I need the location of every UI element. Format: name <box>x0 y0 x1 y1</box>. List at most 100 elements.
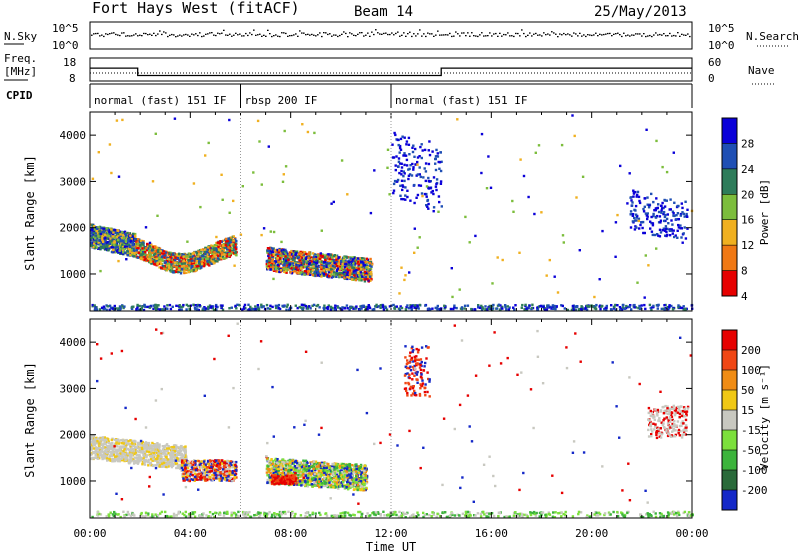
velocity-echo <box>95 451 98 454</box>
power-echo <box>672 212 675 215</box>
power-echo <box>284 269 287 273</box>
nsky-sample <box>271 35 273 38</box>
power-echo <box>407 177 410 181</box>
power-echo <box>318 265 321 268</box>
power-echo <box>548 258 551 262</box>
power-echo <box>424 179 427 183</box>
power-echo <box>649 306 652 310</box>
power-echo <box>394 168 397 172</box>
velocity-echo <box>90 448 93 451</box>
power-echo <box>416 305 419 309</box>
power-echo <box>302 303 305 307</box>
power-echo <box>501 305 504 309</box>
nsky-sample <box>171 33 173 36</box>
power-echo <box>278 260 282 263</box>
velocity-echo <box>158 448 161 451</box>
power-echo <box>162 267 166 270</box>
power-echo <box>154 251 158 254</box>
power-echo <box>168 252 171 255</box>
power-echo <box>351 258 355 261</box>
power-echo <box>566 308 570 312</box>
power-echo <box>272 268 275 271</box>
power-echo <box>202 248 205 251</box>
power-echo <box>571 114 574 117</box>
power-echo <box>403 152 406 155</box>
power-echo <box>106 243 109 247</box>
power-echo <box>165 307 168 310</box>
power-echo <box>132 305 135 308</box>
power-echo <box>439 180 443 183</box>
velocity-echo <box>129 443 132 446</box>
power-echo <box>634 209 637 212</box>
power-echo <box>283 262 286 266</box>
nsky-sample <box>219 33 221 35</box>
power-echo <box>306 305 309 309</box>
power-echo <box>349 271 352 274</box>
power-echo <box>300 303 304 306</box>
power-echo <box>90 241 94 245</box>
power-echo <box>677 223 680 227</box>
power-echo <box>108 242 112 245</box>
velocity-echo <box>134 447 137 451</box>
power-echo <box>656 206 659 210</box>
power-echo <box>362 274 366 277</box>
power-echo <box>330 273 333 276</box>
power-echo <box>175 261 178 264</box>
power-echo <box>619 308 622 312</box>
power-echo <box>614 308 617 311</box>
nsky-sample <box>471 32 473 34</box>
power-echo <box>420 156 423 160</box>
power-echo <box>276 270 279 273</box>
cpid-segment-label: normal (fast) 151 IF <box>94 94 226 107</box>
power-echo <box>241 185 244 188</box>
nsky-sample <box>177 35 179 37</box>
power-echo <box>664 234 667 237</box>
power-echo <box>252 171 255 174</box>
power-echo <box>581 175 585 178</box>
power-echo <box>269 265 273 268</box>
power-echo <box>254 305 257 308</box>
power-echo <box>298 264 301 267</box>
power-echo <box>593 295 596 299</box>
power-echo <box>521 303 524 307</box>
velocity-echo <box>93 451 97 454</box>
power-echo <box>117 238 120 242</box>
power-echo <box>171 256 175 259</box>
power-echo <box>121 246 124 249</box>
power-echo <box>331 262 335 265</box>
power-echo <box>531 303 534 306</box>
power-echo <box>148 255 151 259</box>
power-echo <box>90 236 94 240</box>
power-echo <box>142 248 146 252</box>
power-echo <box>313 270 316 273</box>
power-echo <box>301 123 304 126</box>
power-echo <box>536 306 539 309</box>
power-echo <box>369 267 373 271</box>
velocity-echo <box>147 461 150 464</box>
power-echo <box>404 194 407 197</box>
nsky-sample <box>617 32 619 34</box>
power-echo <box>349 259 352 262</box>
power-echo <box>130 306 134 309</box>
power-echo <box>324 258 327 262</box>
power-echo <box>271 254 274 257</box>
power-echo <box>277 267 280 271</box>
power-echo <box>123 243 126 247</box>
velocity-echo <box>137 457 140 460</box>
power-echo <box>643 197 646 200</box>
power-echo <box>364 308 367 311</box>
power-echo <box>183 270 186 273</box>
power-echo <box>207 246 210 249</box>
power-echo <box>676 212 680 215</box>
power-echo <box>136 245 139 248</box>
power-echo <box>326 261 329 265</box>
power-echo <box>289 255 292 258</box>
power-echo <box>154 259 158 263</box>
power-echo <box>322 269 326 272</box>
power-echo <box>328 273 331 276</box>
power-echo <box>349 257 352 260</box>
power-echo <box>343 271 346 274</box>
power-echo <box>361 275 364 278</box>
nsky-sample <box>395 32 397 35</box>
power-echo <box>196 303 200 307</box>
